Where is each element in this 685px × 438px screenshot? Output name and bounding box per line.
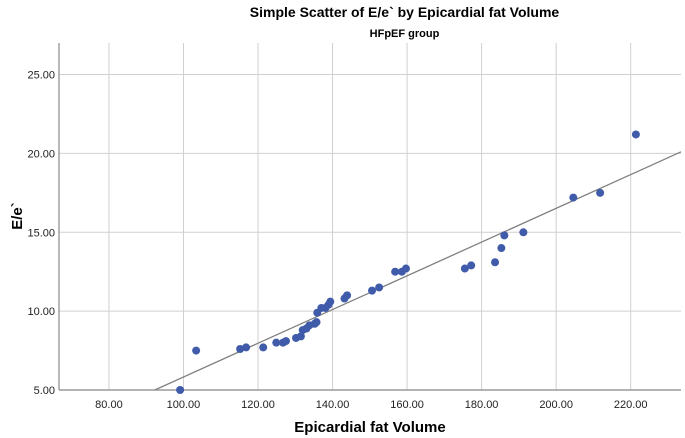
data-point <box>192 346 201 355</box>
x-tick-label: 180.00 <box>465 399 499 411</box>
data-point <box>467 261 476 270</box>
chart-subtitle: HFpEF group <box>369 28 440 40</box>
data-point <box>312 318 321 327</box>
tick-labels: 80.00 100.00 120.00 140.00 160.00 180.00 200.0… <box>27 70 647 411</box>
gridlines <box>59 43 681 390</box>
y-tick-label: 20.00 <box>27 148 55 160</box>
x-axis-label: Epicardial fat Volume <box>294 419 445 436</box>
data-point <box>497 244 506 253</box>
y-tick-label: 15.00 <box>27 227 55 239</box>
regression-line <box>154 151 682 391</box>
data-points <box>176 130 640 394</box>
data-point <box>596 188 605 197</box>
x-tick-label: 120.00 <box>241 399 275 411</box>
y-tick-label: 10.00 <box>27 306 55 318</box>
data-point <box>519 228 528 237</box>
data-point <box>569 193 578 202</box>
x-tick-label: 100.00 <box>167 399 201 411</box>
data-point <box>176 386 185 394</box>
chart-title: Simple Scatter of E/e` by Epicardial fat… <box>249 4 560 20</box>
data-point <box>281 337 290 346</box>
data-point <box>326 297 335 306</box>
x-tick-label: 160.00 <box>390 399 424 411</box>
axes <box>58 43 681 391</box>
data-point <box>500 231 509 240</box>
data-point <box>375 283 384 292</box>
data-point <box>296 332 305 341</box>
data-point <box>368 286 377 295</box>
y-tick-label: 25.00 <box>27 70 55 82</box>
data-point <box>259 343 268 352</box>
data-point <box>272 338 281 347</box>
data-point <box>631 130 640 139</box>
data-point <box>391 267 400 276</box>
data-point <box>401 264 410 273</box>
data-point <box>460 264 469 273</box>
x-tick-label: 80.00 <box>95 399 123 411</box>
x-tick-label: 200.00 <box>539 399 573 411</box>
y-axis-label: E/e` <box>9 202 26 230</box>
data-point <box>491 258 500 267</box>
x-tick-label: 140.00 <box>316 399 350 411</box>
data-point <box>343 291 352 300</box>
fit-line <box>154 151 682 391</box>
x-tick-label: 220.00 <box>614 399 648 411</box>
y-tick-label: 5.00 <box>34 385 55 397</box>
data-point <box>242 343 251 352</box>
